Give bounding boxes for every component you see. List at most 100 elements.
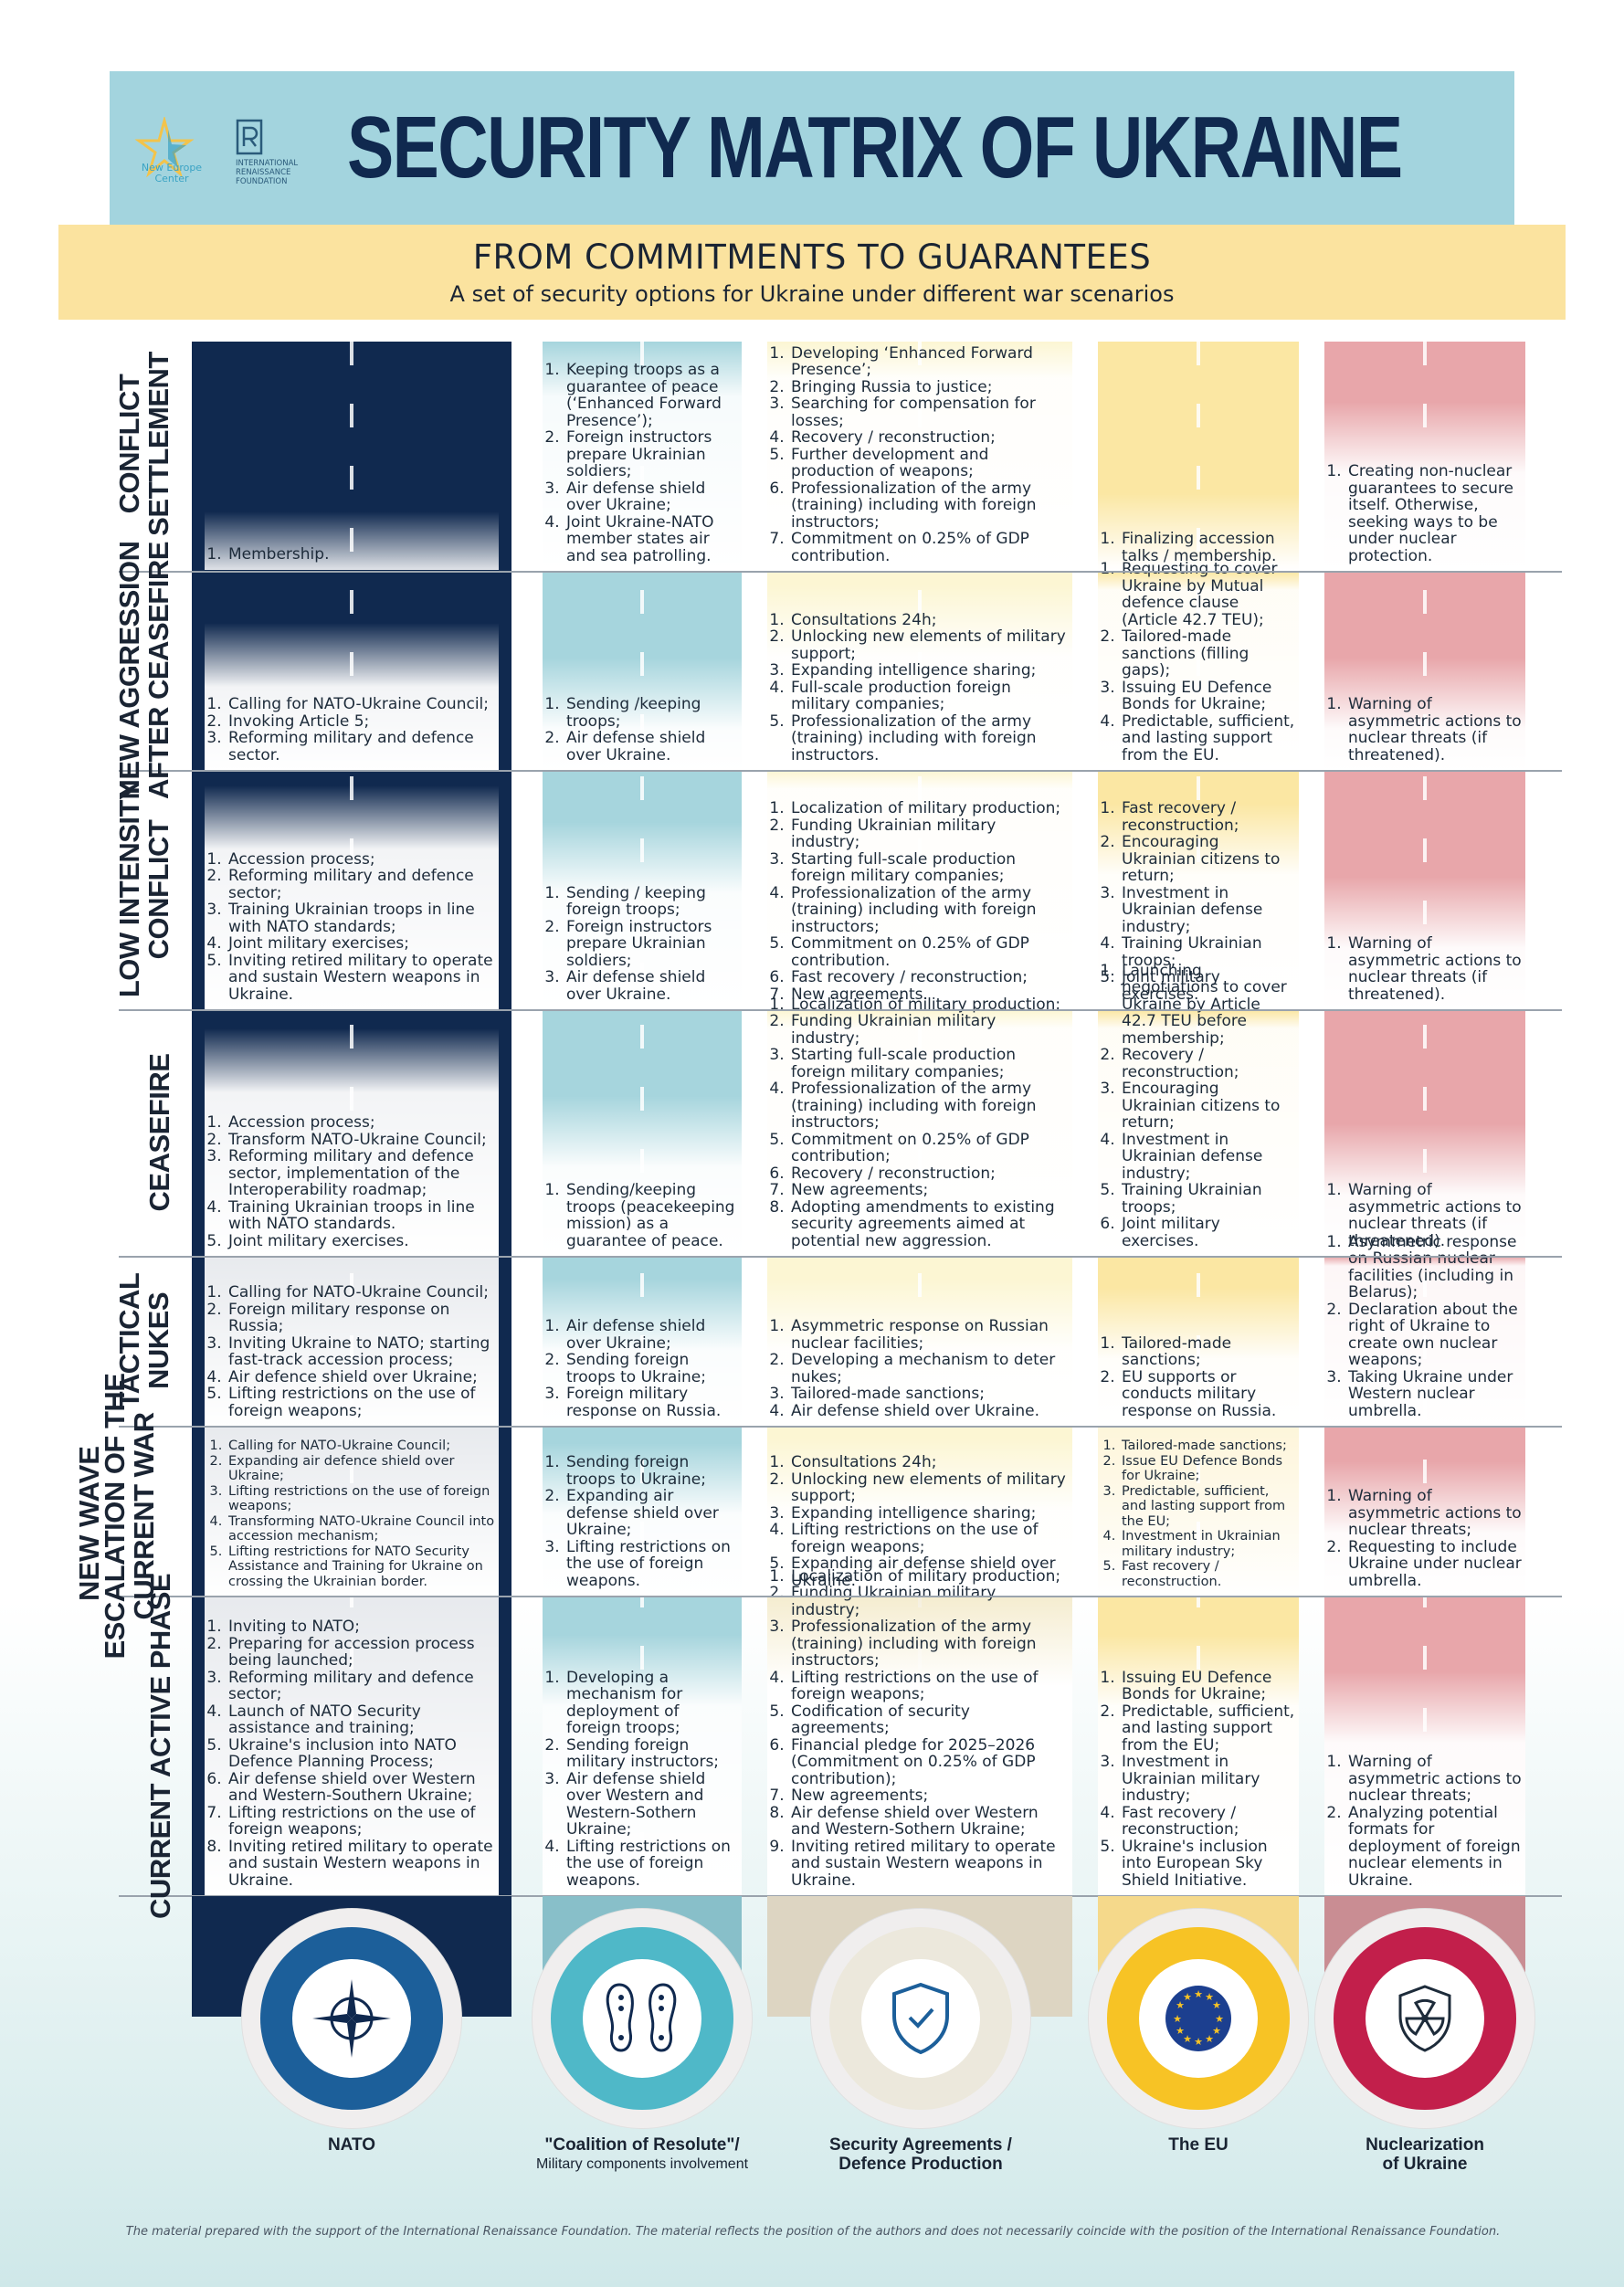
cell-active-nato: Inviting to NATO;Preparing for accession… [205, 1597, 499, 1896]
row-divider [119, 1596, 1562, 1597]
list-item: Training Ukrainian troops in line with N… [227, 901, 495, 935]
cell-escalation-eu: Tailored-made sanctions;Issue EU Defence… [1098, 1427, 1299, 1597]
list-item: Expanding air defense shield over Ukrain… [564, 1488, 738, 1539]
list-item: Investment in Ukrainian military industr… [1120, 1529, 1295, 1559]
cell-list: Tailored-made sanctions;Issue EU Defence… [1098, 1439, 1299, 1589]
list-item: Training Ukrainian troops; [1120, 935, 1295, 969]
list-item: Sending /keeping troops; [564, 696, 738, 730]
list-item: Issuing EU Defence Bonds for Ukraine; [1120, 1669, 1295, 1703]
cell-lowint-nuclear: Warning of asymmetric actions to nuclear… [1324, 877, 1525, 1010]
logo-nec-text: New Europe Center [141, 162, 203, 184]
cell-newaggr-coalition: Sending /keeping troops;Air defense shie… [543, 658, 742, 771]
list-item: Air defense shield over Western and West… [227, 1770, 495, 1805]
list-item: Further development and production of we… [789, 446, 1069, 480]
cell-escalation-nuclear: Warning of asymmetric actions to nuclear… [1324, 1461, 1525, 1597]
cell-list: Creating non-nuclear guarantees to secur… [1324, 463, 1525, 564]
list-item: Joint Ukraine-NATO member states air and… [564, 513, 738, 565]
row-divider [119, 1256, 1562, 1258]
cell-list: Requesting to cover Ukraine by Mutual de… [1098, 561, 1299, 764]
svg-text:★: ★ [1176, 2025, 1185, 2037]
list-item: Issue EU Defence Bonds for Ukraine; [1120, 1454, 1295, 1484]
list-item: Professionalization of the army (trainin… [789, 712, 1069, 764]
list-item: Tailored-made sanctions; [1120, 1334, 1295, 1369]
security-badge [811, 1909, 1030, 2128]
cell-list: Consultations 24h;Unlocking new elements… [767, 611, 1072, 764]
cell-list: Air defense shield over Ukraine;Sending … [543, 1318, 742, 1419]
list-item: Joint military exercises. [227, 1232, 495, 1250]
svg-text:★: ★ [1212, 2025, 1221, 2037]
list-item: Warning of asymmetric actions to nuclear… [1346, 1754, 1522, 1805]
row-label-line: CURRENT ACTIVE PHASE [144, 1573, 176, 1920]
list-item: Lifting restrictions on the use of forei… [564, 1538, 738, 1590]
list-item: Lifting restrictions for NATO Security A… [227, 1544, 495, 1590]
row-label-line: CONFLICT [142, 819, 174, 960]
cell-list: Inviting to NATO;Preparing for accession… [205, 1618, 499, 1889]
column-label-text: Defence Production [838, 2155, 1003, 2174]
page-title: SECURITY MATRIX OF UKRAINE [347, 99, 1403, 196]
cell-list: Calling for NATO-Ukraine Council;Foreign… [205, 1284, 499, 1419]
list-item: Professionalization of the army (trainin… [789, 884, 1069, 936]
nato-compass-icon [312, 1979, 391, 2058]
list-item: Unlocking new elements of military suppo… [789, 1470, 1069, 1505]
list-item: Joint military exercises. [1120, 1216, 1295, 1249]
list-item: Lifting restrictions on the use of forei… [227, 1484, 495, 1514]
list-item: Creating non-nuclear guarantees to secur… [1346, 463, 1522, 564]
list-item: Analyzing potential formats for deployme… [1346, 1804, 1522, 1890]
list-item: Air defence shield over Ukraine; [227, 1368, 495, 1386]
list-item: Training Ukrainian troops; [1120, 1182, 1295, 1216]
svg-text:★: ★ [1205, 1991, 1214, 2003]
list-item: Unlocking new elements of military suppo… [789, 628, 1069, 662]
list-item: Preparing for accession process being la… [227, 1635, 495, 1670]
irf-line3: Foundation [236, 177, 288, 186]
irf-line1: International [236, 159, 299, 168]
list-item: Adopting amendments to existing security… [789, 1198, 1069, 1250]
cell-escalation-nato: Calling for NATO-Ukraine Council;Expandi… [205, 1427, 499, 1597]
list-item: Investment in Ukrainian defense industry… [1120, 884, 1295, 936]
shield-check-icon [892, 1982, 949, 2055]
list-item: Commitment on 0.25% of GDP contribution. [789, 935, 1069, 969]
cell-settlement-nato: Membership. [205, 511, 499, 570]
list-item: Inviting retired military to operate and… [789, 1838, 1069, 1890]
svg-text:★: ★ [1215, 2013, 1224, 2025]
list-item: Funding Ukrainian military industry; [789, 1013, 1069, 1047]
list-item: Searching for compensation for losses; [789, 395, 1069, 429]
list-item: Funding Ukrainian military industry; [789, 817, 1069, 851]
group-label-text: NEW WAVE [73, 1446, 105, 1601]
row-label-line: CEASEFIRE [143, 1053, 175, 1212]
row-divider [119, 1009, 1562, 1011]
list-item: Commitment on 0.25% of GDP contribution. [789, 531, 1069, 564]
column-label-text: Security Agreements / [829, 2135, 1012, 2155]
cell-settlement-eu: Finalizing accession talks / membership. [1098, 493, 1299, 572]
nato-badge [242, 1909, 461, 2128]
irf-logo [236, 119, 263, 155]
list-item: Lifting restrictions on the use of forei… [564, 1838, 738, 1890]
list-item: Warning of asymmetric actions to nuclear… [1346, 696, 1522, 764]
cell-settlement-coalition: Keeping troops as a guarantee of peace (… [543, 342, 742, 572]
list-item: Sending foreign troops to Ukraine; [564, 1352, 738, 1386]
list-item: Consultations 24h; [789, 611, 1069, 629]
cell-escalation-coalition: Sending foreign troops to Ukraine;Expand… [543, 1443, 742, 1597]
list-item: Professionalization of the army (trainin… [789, 480, 1069, 532]
list-item: Codification of security agreements; [789, 1702, 1069, 1737]
cell-active-eu: Issuing EU Defence Bonds for Ukraine;Pre… [1098, 1635, 1299, 1896]
list-item: Expanding intelligence sharing; [789, 662, 1069, 680]
svg-text:★: ★ [1212, 1999, 1221, 2011]
title-band [110, 71, 1514, 225]
list-item: Membership. [227, 545, 329, 564]
list-item: Tailored-made sanctions; [789, 1386, 1069, 1403]
list-item: Air defense shield over Western and West… [789, 1804, 1069, 1839]
cell-list: Keeping troops as a guarantee of peace (… [543, 362, 742, 564]
cell-settlement-nuclear: Creating non-nuclear guarantees to secur… [1324, 402, 1525, 572]
list-item: Launch of NATO Security assistance and t… [227, 1702, 495, 1737]
list-item: Accession process; [227, 1114, 495, 1132]
list-item: Localization of military production; [789, 1567, 1069, 1586]
list-item: Inviting retired military to operate and… [227, 1838, 495, 1890]
subtitle-band [58, 225, 1566, 320]
list-item: Issuing EU Defence Bonds for Ukraine; [1120, 679, 1295, 713]
list-item: Developing ‘Enhanced Forward Presence’; [789, 344, 1069, 379]
cell-list: Accession process;Reforming military and… [205, 850, 499, 1004]
row-label-line: LOW INTENSITY [113, 781, 145, 998]
row-label-line: NEW AGGRESSION [113, 541, 145, 800]
list-item: Taking Ukraine under Western nuclear umb… [1346, 1368, 1522, 1420]
cell-list: Calling for NATO-Ukraine Council;Expandi… [205, 1439, 499, 1589]
